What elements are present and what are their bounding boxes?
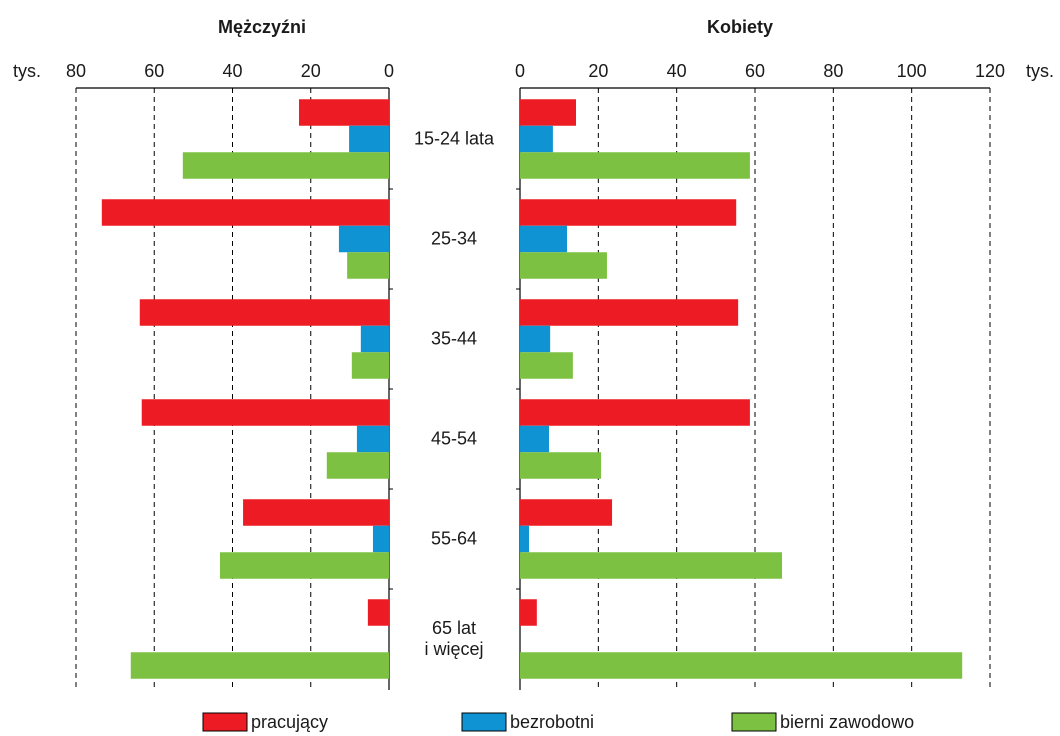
bar	[372, 525, 389, 553]
legend-label: bierni zawodowo	[780, 712, 914, 732]
bar	[141, 399, 389, 426]
panel-title: Kobiety	[707, 17, 773, 37]
bar	[520, 399, 750, 426]
bar	[520, 499, 613, 526]
bar	[360, 325, 389, 353]
bar	[520, 352, 573, 379]
bar	[520, 252, 607, 279]
bar	[351, 352, 389, 379]
category-label: 15-24 lata	[413, 128, 495, 149]
bar	[520, 152, 750, 179]
category-label: 45-54	[430, 428, 478, 449]
bar	[299, 99, 389, 126]
x-tick-label: 0	[384, 61, 394, 81]
x-tick-label: 120	[975, 61, 1005, 81]
legend-swatch	[731, 712, 777, 732]
category-label: 55-64	[430, 528, 478, 549]
bar	[347, 252, 389, 279]
bar	[326, 452, 389, 479]
x-tick-label: 0	[515, 61, 525, 81]
axis-label: tys.	[1026, 61, 1054, 81]
legend-label: pracujący	[251, 712, 328, 732]
bar	[139, 299, 389, 326]
legend-swatch	[461, 712, 507, 732]
bar	[243, 499, 389, 526]
panel-title: Mężczyźni	[218, 17, 306, 37]
legend-swatch	[202, 712, 248, 732]
x-tick-label: 60	[144, 61, 164, 81]
bar	[520, 452, 602, 479]
category-label: 25-34	[430, 228, 478, 249]
bar	[219, 552, 389, 579]
bar	[520, 425, 549, 453]
bar	[520, 199, 737, 226]
bar	[130, 652, 389, 679]
category-label: 35-44	[430, 328, 478, 349]
x-tick-label: 40	[667, 61, 687, 81]
axis-label: tys.	[13, 61, 41, 81]
x-tick-label: 20	[301, 61, 321, 81]
x-tick-label: 80	[66, 61, 86, 81]
bar	[520, 125, 553, 153]
bar	[338, 225, 389, 253]
legend-label: bezrobotni	[510, 712, 594, 732]
bar	[520, 325, 551, 353]
bar	[520, 652, 963, 679]
x-tick-label: 60	[745, 61, 765, 81]
category-label: 65 lat i więcej	[424, 618, 484, 659]
bar	[349, 125, 389, 153]
bar	[182, 152, 389, 179]
bar	[101, 199, 389, 226]
bar	[520, 552, 783, 579]
bar	[520, 225, 567, 253]
bar	[367, 599, 389, 626]
bar	[520, 599, 537, 626]
x-tick-label: 80	[823, 61, 843, 81]
bar	[520, 525, 530, 553]
x-tick-label: 40	[222, 61, 242, 81]
bar	[356, 425, 389, 453]
x-tick-label: 20	[588, 61, 608, 81]
x-tick-label: 100	[897, 61, 927, 81]
bar	[520, 299, 739, 326]
bar	[520, 99, 577, 126]
